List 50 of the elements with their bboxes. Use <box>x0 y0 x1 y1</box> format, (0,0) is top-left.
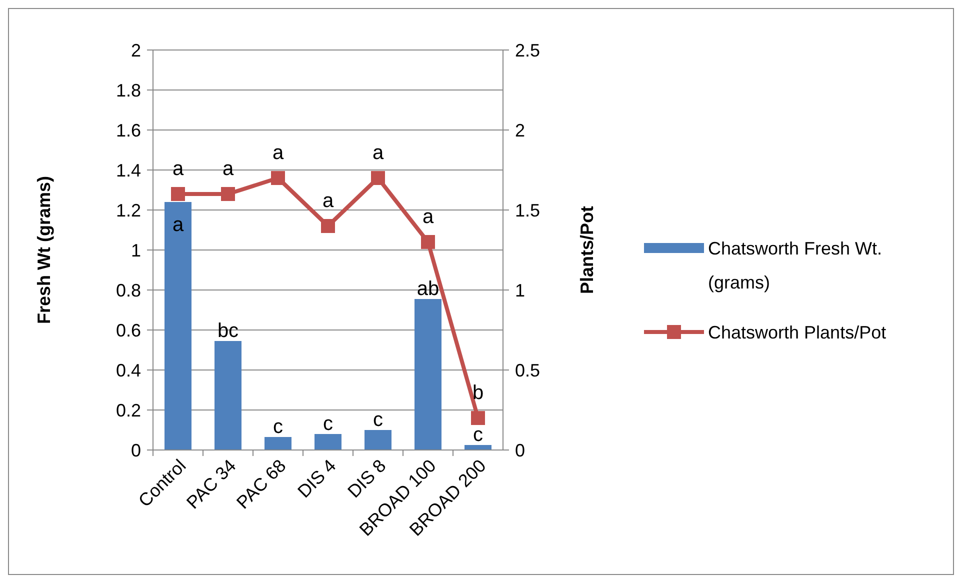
data-label: bc <box>217 320 239 342</box>
y2-tick-label: 2 <box>515 120 526 140</box>
bar <box>264 437 292 450</box>
bar <box>414 299 442 450</box>
y-tick-label: 0.2 <box>116 400 141 420</box>
bar <box>164 202 192 450</box>
data-label: a <box>172 158 184 180</box>
legend-label: Chatsworth Plants/Pot <box>708 322 886 342</box>
y2-axis-title: Plants/Pot <box>577 206 597 294</box>
y-tick-label: 0.4 <box>116 360 141 380</box>
bar <box>464 445 492 450</box>
y2-tick-label: 1.5 <box>515 200 540 220</box>
y2-tick-label: 0 <box>515 440 526 460</box>
y-tick-label: 1.6 <box>116 120 141 140</box>
data-label: c <box>323 413 333 435</box>
y-tick-label: 1.4 <box>116 160 141 180</box>
y-tick-label: 2 <box>130 40 141 60</box>
bar <box>214 341 242 450</box>
data-label: c <box>373 409 383 431</box>
y-tick-label: 1.2 <box>116 200 141 220</box>
y2-tick-label: 1 <box>515 280 526 300</box>
point <box>371 171 385 185</box>
data-label: a <box>422 206 434 228</box>
y-tick-label: 1.8 <box>116 80 141 100</box>
data-label: c <box>473 424 483 446</box>
point <box>471 411 485 425</box>
data-label: a <box>172 214 184 236</box>
data-label: c <box>273 416 283 438</box>
point <box>321 219 335 233</box>
x-tick-label: DIS 4 <box>294 456 340 502</box>
data-label: a <box>222 158 234 180</box>
point <box>221 187 235 201</box>
data-label: a <box>372 142 384 164</box>
data-label: a <box>322 190 334 212</box>
point <box>421 235 435 249</box>
y2-tick-label: 2.5 <box>515 40 540 60</box>
point <box>171 187 185 201</box>
bar <box>314 434 342 450</box>
y-axis-title: Fresh Wt (grams) <box>34 176 54 324</box>
data-label: b <box>472 382 484 404</box>
y-tick-label: 0 <box>130 440 141 460</box>
bar <box>364 430 392 450</box>
y2-tick-label: 0.5 <box>515 360 540 380</box>
y-tick-label: 0.8 <box>116 280 141 300</box>
data-label: ab <box>416 278 440 300</box>
point <box>271 171 285 185</box>
y-tick-label: 0.6 <box>116 320 141 340</box>
legend-label: Chatsworth Fresh Wt. (grams) <box>708 238 882 292</box>
data-label: a <box>272 142 284 164</box>
y-tick-label: 1 <box>130 240 141 260</box>
